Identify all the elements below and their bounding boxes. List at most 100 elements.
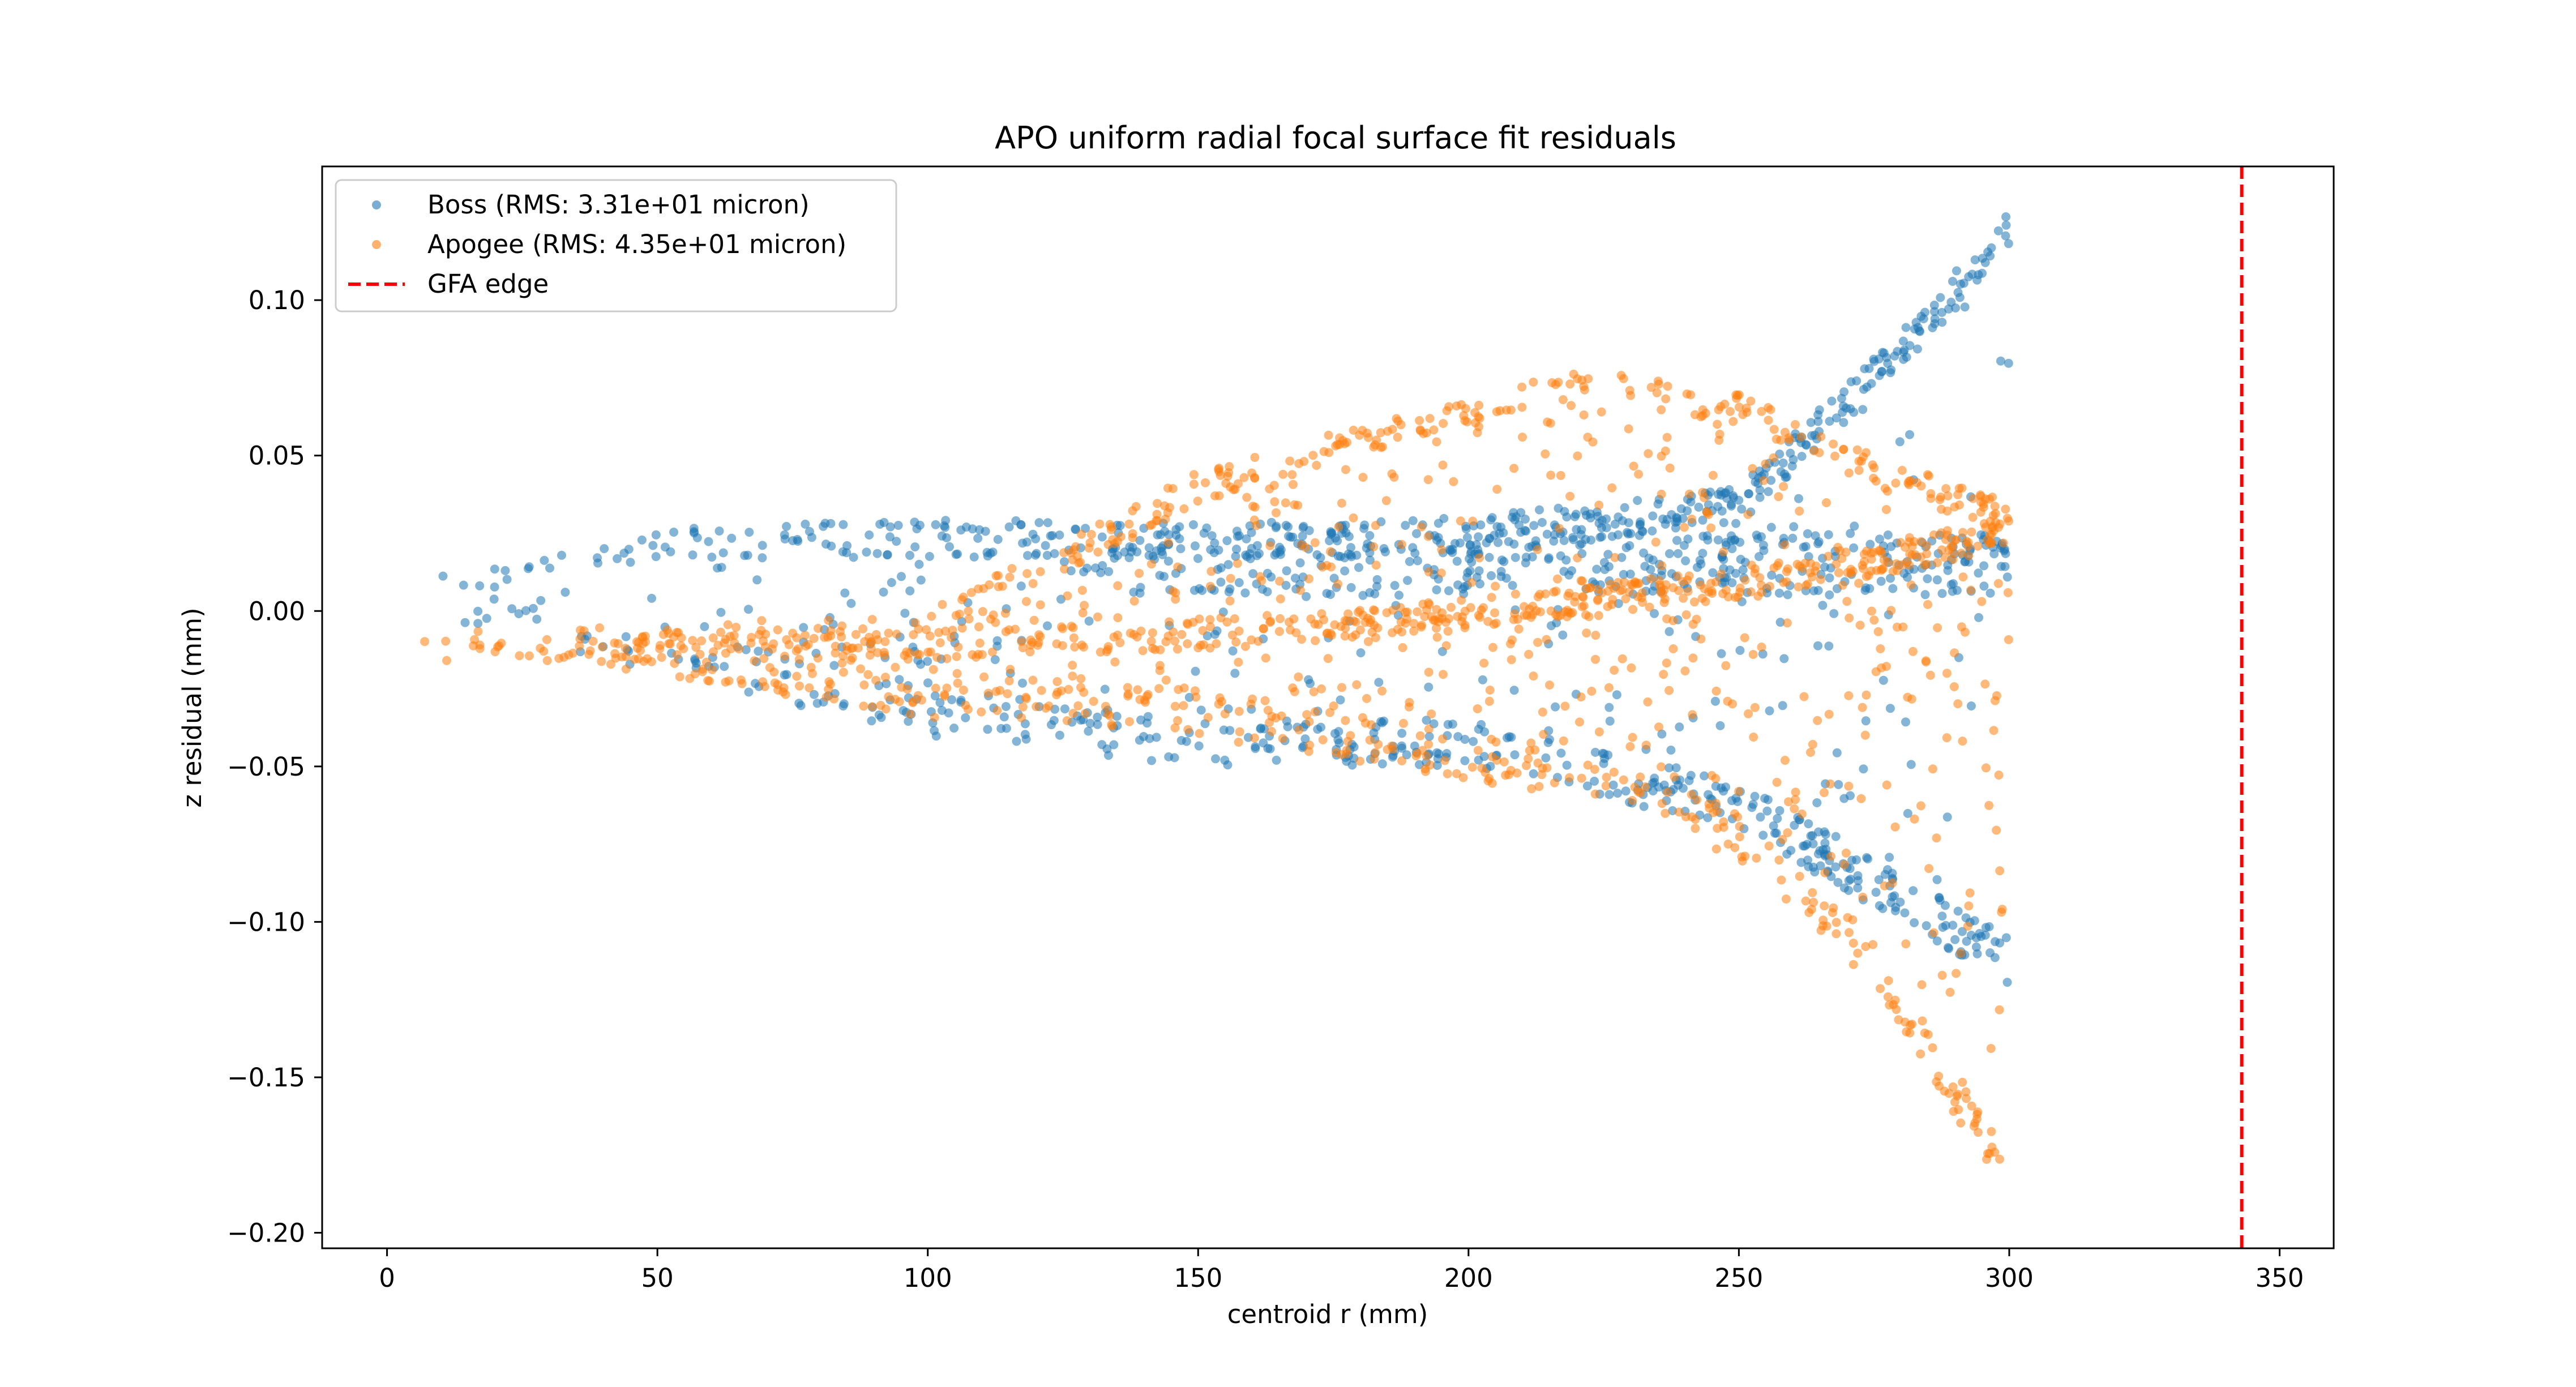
data-point	[1289, 614, 1299, 624]
data-point	[1837, 393, 1846, 403]
data-point	[758, 541, 767, 550]
legend-label-apogee: Apogee (RMS: 4.35e+01 micron)	[427, 229, 846, 259]
data-point	[1874, 875, 1884, 884]
data-point	[961, 523, 971, 532]
data-point	[1567, 401, 1576, 410]
data-point	[1439, 419, 1448, 428]
plot-frame	[321, 165, 2335, 1249]
data-point	[1664, 627, 1674, 636]
data-point	[1928, 323, 1937, 332]
data-point	[1942, 812, 1952, 822]
data-point	[1923, 600, 1932, 609]
data-point	[1901, 717, 1910, 727]
data-point	[1971, 942, 1981, 952]
data-point	[966, 588, 976, 597]
data-point	[1862, 690, 1871, 700]
data-point	[1248, 569, 1258, 579]
data-point	[1425, 414, 1435, 423]
data-point	[1290, 500, 1299, 510]
data-point	[1764, 403, 1773, 412]
data-point	[1610, 665, 1619, 675]
data-point	[1876, 546, 1885, 556]
data-point	[1963, 542, 1973, 551]
data-point	[613, 639, 623, 648]
data-point	[1283, 722, 1293, 731]
data-point	[905, 586, 915, 596]
data-point	[1942, 669, 1952, 678]
data-point	[1296, 585, 1305, 595]
data-point	[1545, 680, 1554, 690]
data-point	[1390, 581, 1400, 590]
data-point	[1541, 753, 1551, 763]
data-point	[1546, 470, 1556, 480]
data-point	[1436, 568, 1446, 578]
data-point	[1800, 558, 1810, 568]
data-point	[1310, 707, 1320, 717]
data-point	[1410, 741, 1419, 751]
data-point	[837, 621, 847, 631]
data-point	[1986, 1044, 1996, 1053]
data-point	[1235, 727, 1244, 737]
data-point	[1713, 419, 1722, 429]
data-point	[720, 638, 729, 648]
data-point	[1812, 798, 1822, 807]
data-point	[1526, 738, 1536, 748]
data-point	[1434, 749, 1444, 759]
data-point	[1331, 748, 1341, 757]
data-point	[1890, 822, 1900, 832]
data-point	[1628, 796, 1637, 805]
data-point	[717, 563, 726, 572]
data-point	[1377, 759, 1387, 769]
data-point	[1613, 789, 1623, 798]
data-point	[521, 606, 530, 615]
y-tick-label: 0.05	[249, 441, 305, 471]
data-point	[1773, 814, 1782, 823]
data-point	[1886, 606, 1896, 615]
data-point	[940, 626, 950, 636]
data-point	[1706, 579, 1716, 588]
data-point	[1275, 576, 1285, 586]
data-point	[807, 669, 817, 678]
data-point	[1846, 791, 1855, 800]
data-point	[621, 632, 631, 641]
data-point	[502, 575, 512, 584]
data-point	[1584, 612, 1594, 622]
data-point	[1281, 581, 1291, 590]
data-point	[672, 650, 682, 660]
data-point	[1373, 623, 1383, 633]
data-point	[1865, 540, 1875, 549]
data-point	[1837, 554, 1847, 563]
data-point	[1861, 716, 1871, 726]
data-point	[1323, 654, 1333, 663]
data-point	[1949, 682, 1959, 691]
data-point	[1076, 674, 1086, 683]
data-point	[1401, 521, 1410, 530]
data-point	[983, 725, 992, 734]
x-tick-label: 350	[2256, 1263, 2304, 1293]
data-point	[1161, 515, 1170, 524]
data-point	[1958, 528, 1967, 537]
data-point	[1829, 609, 1839, 618]
data-point	[1778, 701, 1787, 710]
data-point	[1906, 580, 1916, 590]
data-point	[1508, 581, 1517, 590]
data-point	[951, 611, 961, 620]
data-point	[1129, 596, 1139, 606]
data-point	[1969, 494, 1978, 503]
data-point	[1135, 735, 1144, 745]
data-point	[1070, 642, 1080, 652]
data-point	[1750, 791, 1760, 801]
data-point	[1822, 498, 1831, 507]
data-point	[1214, 699, 1223, 709]
data-point	[1977, 597, 1987, 606]
data-point	[528, 603, 538, 613]
data-point	[744, 687, 754, 697]
data-point	[1163, 483, 1173, 493]
data-point	[1909, 886, 1918, 896]
data-point	[441, 636, 451, 646]
data-point	[1060, 704, 1069, 714]
data-point	[1176, 544, 1186, 554]
data-point	[704, 537, 713, 546]
data-point	[2000, 546, 2009, 555]
data-point	[1674, 807, 1684, 817]
